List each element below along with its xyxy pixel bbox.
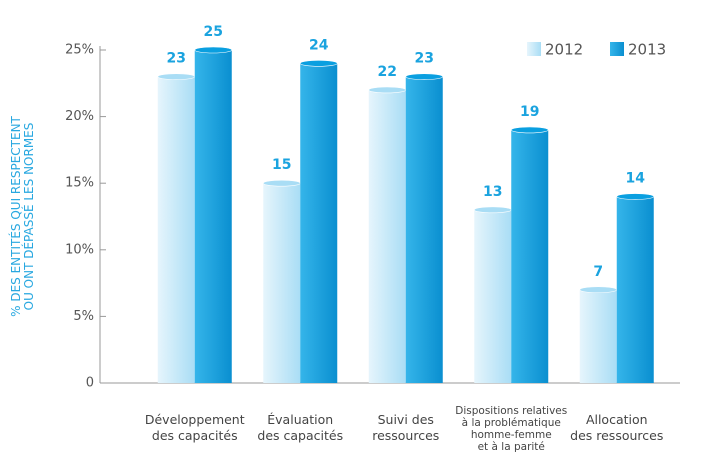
bar-cap xyxy=(579,286,618,294)
bar xyxy=(511,129,549,383)
x-tick-label: Dispositions relatives à la problématique… xyxy=(455,405,567,453)
x-tick-label-line: des capacités xyxy=(257,428,343,443)
bar-cap xyxy=(368,86,407,94)
y-axis-title-line: % DES ENTITÉS QUI RESPECTENT xyxy=(8,115,23,316)
y-tick-label: 15% xyxy=(65,176,94,191)
legend-label: 2012 xyxy=(545,41,583,59)
bar-cap xyxy=(157,73,196,80)
bar-cap xyxy=(616,193,655,200)
value-label: 25 xyxy=(204,24,223,40)
value-label: 13 xyxy=(483,184,502,200)
value-label: 19 xyxy=(520,104,539,120)
bar xyxy=(405,76,443,383)
x-tick-label: Évaluation des capacités xyxy=(257,412,343,443)
legend-label: 2013 xyxy=(628,41,666,59)
x-tick-label: Développement des capacités xyxy=(145,412,245,443)
x-tick-label-line: ressources xyxy=(372,428,439,443)
y-tick-label: 20% xyxy=(65,109,94,124)
x-tick-label-line: Évaluation xyxy=(267,412,333,427)
bar xyxy=(263,183,301,383)
bar xyxy=(474,209,512,383)
value-label: 24 xyxy=(309,37,329,53)
y-tick-label: 10% xyxy=(65,242,94,257)
value-label: 22 xyxy=(378,64,397,80)
x-tick-label: Suivi des ressources xyxy=(372,412,439,443)
x-tick-label-line: Développement xyxy=(145,412,245,427)
legend-swatch xyxy=(610,42,624,56)
bar xyxy=(579,289,617,383)
bar-cap xyxy=(510,126,549,134)
bar xyxy=(616,196,654,383)
x-tick-label-line: des capacités xyxy=(152,428,238,443)
y-tick-label: 5% xyxy=(73,309,94,324)
y-tick-label: 0 xyxy=(86,376,94,391)
value-label: 7 xyxy=(593,264,603,280)
x-tick-label-line: Suivi des xyxy=(378,412,434,427)
bar-cap xyxy=(473,206,512,214)
value-label: 14 xyxy=(626,171,646,187)
value-label: 23 xyxy=(167,51,186,67)
x-tick-label-line: et à la parité xyxy=(478,441,545,453)
bar-cap xyxy=(405,73,444,80)
x-tick-label-line: Allocation xyxy=(586,412,648,427)
x-tick-label: Allocation des ressources xyxy=(570,412,663,443)
x-tick-label-line: à la problématique xyxy=(462,417,561,429)
legend-swatch xyxy=(527,42,541,56)
y-axis-title-line: OU ONT DÉPASSÉ LES NORMES xyxy=(21,123,36,311)
y-tick-label: 25% xyxy=(65,43,94,58)
bar xyxy=(368,89,406,384)
x-tick-label-line: des ressources xyxy=(570,428,663,443)
bar-cap xyxy=(299,60,338,67)
bar-cap xyxy=(194,46,233,54)
bar-cap xyxy=(262,179,301,187)
bar xyxy=(194,50,232,383)
y-axis-title: % DES ENTITÉS QUI RESPECTENTOU ONT DÉPAS… xyxy=(8,115,36,316)
bar xyxy=(300,63,338,383)
x-tick-label-line: homme-femme xyxy=(471,429,552,441)
bar xyxy=(157,76,195,383)
x-tick-label-line: Dispositions relatives xyxy=(455,405,567,417)
value-label: 23 xyxy=(415,51,434,67)
value-label: 15 xyxy=(272,157,291,173)
